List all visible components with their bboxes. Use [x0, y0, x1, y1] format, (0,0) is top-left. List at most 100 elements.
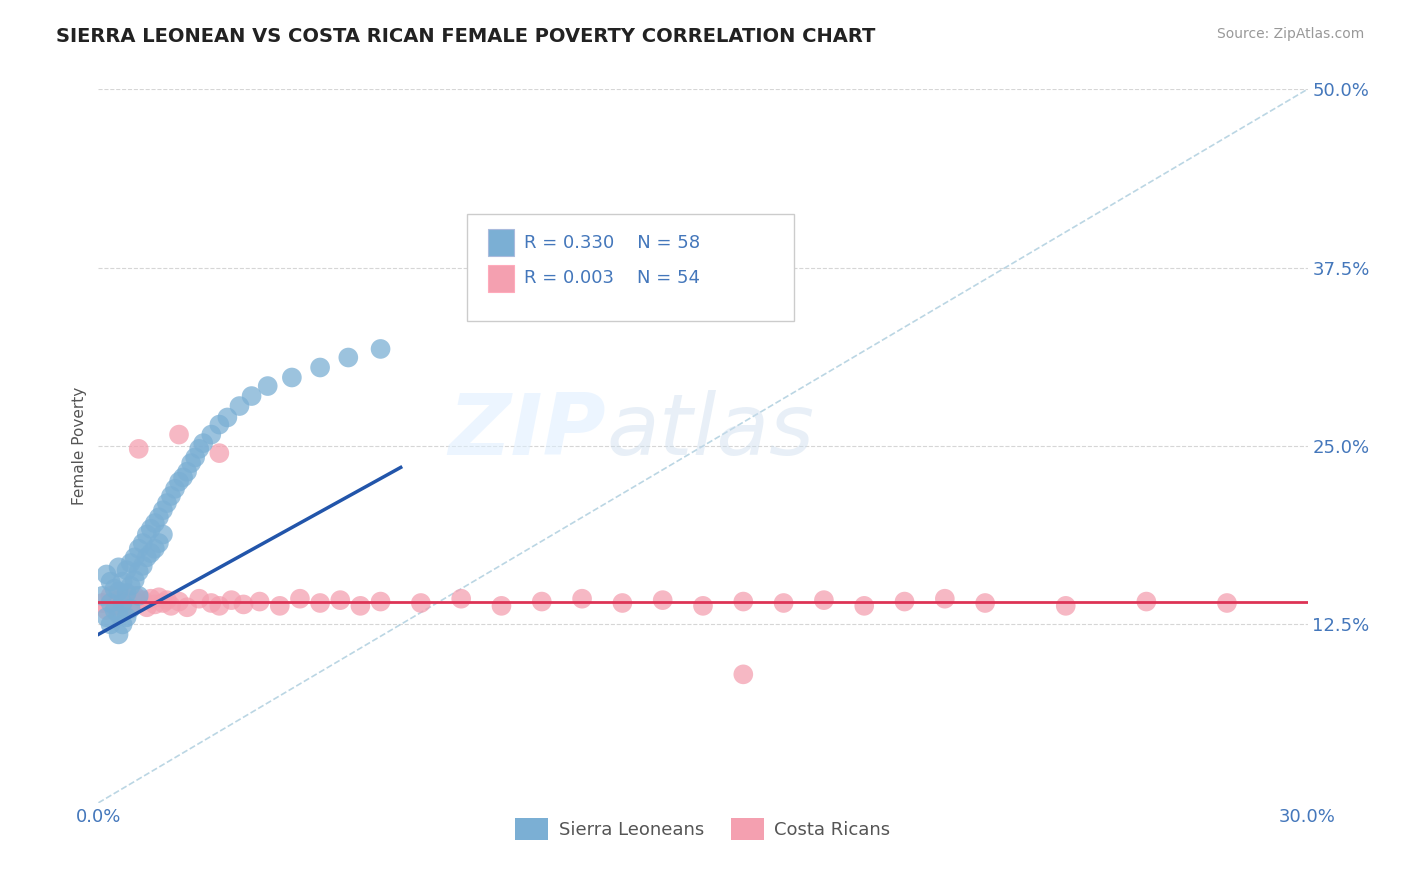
- Point: [167, 427, 190, 442]
- Point: [530, 594, 553, 608]
- Point: [124, 573, 146, 587]
- Point: [96, 567, 118, 582]
- Point: [176, 465, 198, 479]
- Point: [128, 541, 150, 556]
- Point: [132, 558, 155, 573]
- Y-axis label: Female Poverty: Female Poverty: [72, 387, 87, 505]
- Point: [100, 574, 122, 589]
- Point: [612, 596, 634, 610]
- Point: [651, 593, 673, 607]
- Point: [111, 601, 134, 615]
- Point: [692, 599, 714, 613]
- Text: atlas: atlas: [606, 390, 814, 474]
- Point: [115, 586, 138, 600]
- Point: [111, 596, 134, 610]
- Point: [188, 591, 211, 606]
- Point: [100, 596, 122, 610]
- Point: [107, 627, 129, 641]
- Point: [249, 594, 271, 608]
- Point: [571, 591, 593, 606]
- Point: [184, 450, 207, 465]
- Point: [208, 599, 231, 613]
- Point: [232, 598, 254, 612]
- Point: [853, 599, 876, 613]
- Point: [132, 593, 155, 607]
- Text: R = 0.330    N = 58: R = 0.330 N = 58: [524, 234, 700, 252]
- Point: [893, 594, 915, 608]
- Point: [148, 591, 170, 605]
- Point: [188, 442, 211, 456]
- Point: [139, 522, 162, 536]
- Point: [160, 489, 183, 503]
- Point: [269, 599, 291, 613]
- Point: [160, 599, 183, 613]
- Point: [91, 589, 114, 603]
- Point: [370, 342, 392, 356]
- Point: [143, 598, 166, 612]
- Point: [152, 596, 174, 610]
- Point: [1054, 599, 1077, 613]
- Point: [337, 351, 360, 365]
- Point: [111, 574, 134, 589]
- Text: ZIP: ZIP: [449, 390, 606, 474]
- Point: [240, 389, 263, 403]
- Point: [1216, 596, 1239, 610]
- Point: [143, 516, 166, 530]
- Point: [281, 370, 304, 384]
- Point: [156, 593, 179, 607]
- Point: [167, 594, 190, 608]
- Point: [115, 563, 138, 577]
- Point: [100, 589, 122, 603]
- Point: [193, 436, 215, 450]
- Point: [135, 550, 157, 565]
- Point: [139, 591, 162, 606]
- Point: [139, 546, 162, 560]
- Point: [309, 360, 332, 375]
- Point: [128, 565, 150, 579]
- Point: [115, 591, 138, 606]
- Point: [176, 600, 198, 615]
- Point: [152, 527, 174, 541]
- Point: [120, 579, 142, 593]
- FancyBboxPatch shape: [488, 229, 515, 256]
- Point: [813, 593, 835, 607]
- Point: [329, 593, 352, 607]
- Point: [115, 610, 138, 624]
- Point: [288, 591, 311, 606]
- Point: [96, 603, 118, 617]
- Point: [163, 482, 186, 496]
- Text: Source: ZipAtlas.com: Source: ZipAtlas.com: [1216, 27, 1364, 41]
- Point: [128, 589, 150, 603]
- Point: [200, 596, 222, 610]
- Point: [107, 593, 129, 607]
- Point: [1135, 594, 1157, 608]
- Point: [200, 427, 222, 442]
- Point: [120, 601, 142, 615]
- FancyBboxPatch shape: [467, 214, 793, 321]
- Point: [409, 596, 432, 610]
- Point: [217, 410, 239, 425]
- Point: [934, 591, 956, 606]
- Text: R = 0.003    N = 54: R = 0.003 N = 54: [524, 269, 700, 287]
- Point: [124, 550, 146, 565]
- Point: [349, 599, 371, 613]
- Point: [256, 379, 278, 393]
- Point: [111, 617, 134, 632]
- Point: [974, 596, 997, 610]
- Point: [96, 610, 118, 624]
- Point: [148, 536, 170, 550]
- Point: [107, 584, 129, 599]
- Point: [91, 596, 114, 610]
- Point: [128, 596, 150, 610]
- Point: [128, 442, 150, 456]
- Point: [172, 470, 194, 484]
- Point: [180, 456, 202, 470]
- Point: [100, 617, 122, 632]
- Point: [124, 589, 146, 603]
- Point: [103, 582, 125, 596]
- Point: [309, 596, 332, 610]
- FancyBboxPatch shape: [488, 265, 515, 292]
- Point: [208, 417, 231, 432]
- Text: SIERRA LEONEAN VS COSTA RICAN FEMALE POVERTY CORRELATION CHART: SIERRA LEONEAN VS COSTA RICAN FEMALE POV…: [56, 27, 876, 45]
- Point: [152, 503, 174, 517]
